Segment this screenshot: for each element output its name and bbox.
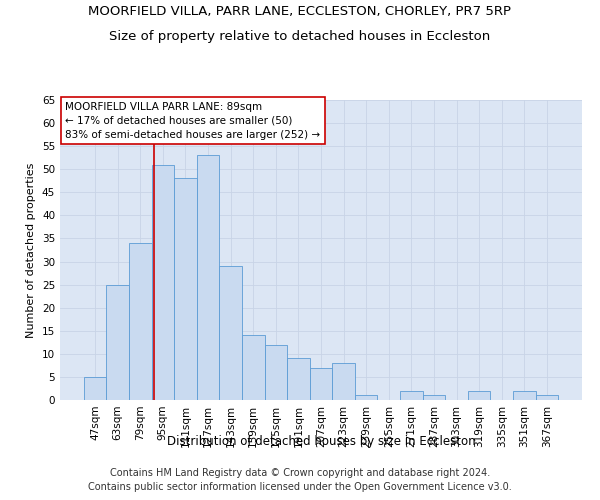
Bar — [287, 358, 310, 400]
Bar — [400, 391, 422, 400]
Bar — [536, 396, 558, 400]
Bar — [332, 363, 355, 400]
Bar — [355, 396, 377, 400]
Text: Contains HM Land Registry data © Crown copyright and database right 2024.: Contains HM Land Registry data © Crown c… — [110, 468, 490, 477]
Bar — [422, 396, 445, 400]
Text: Contains public sector information licensed under the Open Government Licence v3: Contains public sector information licen… — [88, 482, 512, 492]
Bar — [242, 336, 265, 400]
Bar — [310, 368, 332, 400]
Bar — [513, 391, 536, 400]
Text: MOORFIELD VILLA PARR LANE: 89sqm
← 17% of detached houses are smaller (50)
83% o: MOORFIELD VILLA PARR LANE: 89sqm ← 17% o… — [65, 102, 320, 140]
Bar — [84, 377, 106, 400]
Text: Distribution of detached houses by size in Eccleston: Distribution of detached houses by size … — [167, 435, 475, 448]
Bar — [174, 178, 197, 400]
Bar — [265, 344, 287, 400]
Bar — [129, 243, 152, 400]
Bar — [152, 164, 174, 400]
Text: Size of property relative to detached houses in Eccleston: Size of property relative to detached ho… — [109, 30, 491, 43]
Bar — [468, 391, 490, 400]
Bar — [197, 156, 220, 400]
Text: MOORFIELD VILLA, PARR LANE, ECCLESTON, CHORLEY, PR7 5RP: MOORFIELD VILLA, PARR LANE, ECCLESTON, C… — [89, 5, 511, 18]
Bar — [106, 284, 129, 400]
Bar — [220, 266, 242, 400]
Y-axis label: Number of detached properties: Number of detached properties — [26, 162, 37, 338]
